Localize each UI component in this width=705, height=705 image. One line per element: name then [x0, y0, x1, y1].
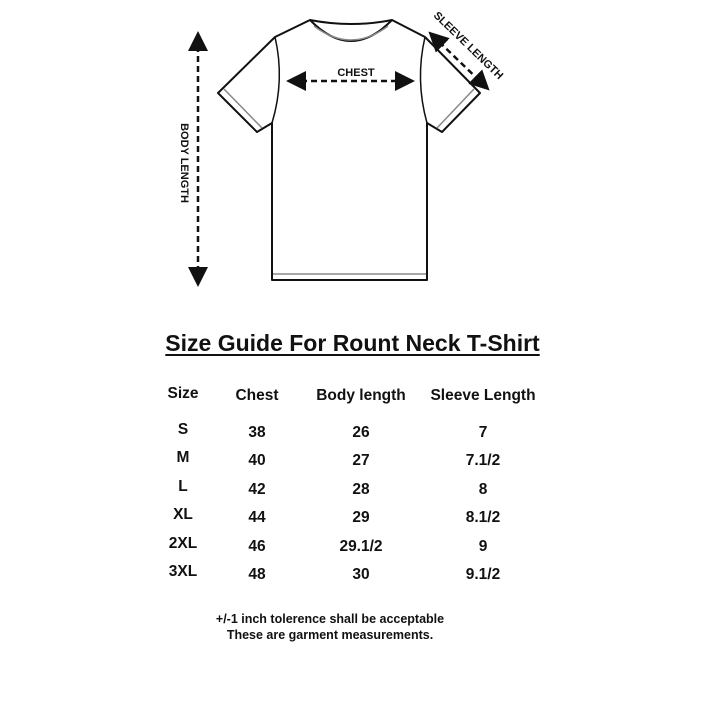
tshirt-diagram: CHEST SLEEVE LENGTH BODY LENGTH [178, 10, 505, 287]
cell-chest: 46 [248, 537, 266, 555]
cell-sleeve-length: 7.1/2 [465, 452, 501, 470]
cell-size: L [178, 477, 188, 495]
header-sleeve-length: Sleeve Length [430, 387, 536, 404]
cell-body-length: 30 [352, 566, 370, 583]
cell-body-length: 29.1/2 [339, 537, 383, 555]
cell-body-length: 27 [352, 452, 370, 470]
sleeve-length-arrow [428, 31, 490, 91]
header-body-length: Body length [316, 387, 406, 404]
body-length-label: BODY LENGTH [178, 123, 190, 203]
cell-sleeve-length: 9 [478, 537, 488, 555]
cell-sleeve-length: 8.1/2 [465, 509, 501, 527]
header-size: Size [167, 385, 199, 402]
cell-size: M [176, 449, 190, 467]
cell-sleeve-length: 9.1/2 [465, 566, 501, 583]
tolerance-note: +/-1 inch tolerence shall be acceptable [215, 612, 445, 626]
cell-chest: 42 [248, 480, 266, 498]
cell-body-length: 28 [352, 480, 370, 498]
cell-sleeve-length: 7 [478, 424, 488, 441]
cell-chest: 44 [248, 509, 266, 527]
chest-label: CHEST [337, 67, 375, 79]
cell-chest: 48 [248, 566, 266, 583]
measurement-note: These are garment measurements. [226, 628, 434, 642]
cell-sleeve-length: 8 [478, 480, 488, 498]
cell-size: S [177, 421, 189, 438]
cell-chest: 38 [248, 424, 266, 441]
cell-size: 3XL [168, 563, 198, 580]
header-chest: Chest [235, 387, 279, 404]
cell-size: XL [173, 506, 193, 524]
cell-body-length: 29 [352, 509, 370, 527]
cell-chest: 40 [248, 452, 266, 470]
tshirt-outline [217, 19, 481, 281]
page-title: Size Guide For Rount Neck T-Shirt [165, 330, 540, 356]
cell-size: 2XL [168, 534, 198, 552]
cell-body-length: 26 [352, 424, 370, 441]
